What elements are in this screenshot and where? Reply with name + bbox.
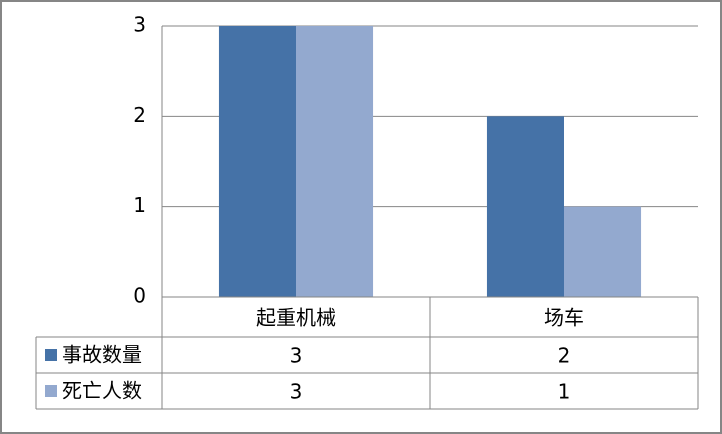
table-value: 2 <box>558 344 571 368</box>
legend-label: 事故数量 <box>62 343 142 367</box>
y-tick-label: 1 <box>133 193 146 217</box>
y-tick-label: 0 <box>133 284 146 308</box>
legend-label: 死亡人数 <box>62 379 142 403</box>
table-value: 3 <box>290 380 303 404</box>
bar <box>486 116 564 297</box>
y-tick-label: 3 <box>133 13 146 37</box>
legend-key <box>45 349 57 361</box>
y-tick-label: 2 <box>133 103 146 127</box>
bar <box>218 26 296 297</box>
bar <box>296 26 374 297</box>
x-tick-label: 起重机械 <box>256 306 336 330</box>
table-value: 1 <box>558 380 571 404</box>
legend-key <box>45 385 57 397</box>
bar <box>564 206 642 297</box>
table-value: 3 <box>290 344 303 368</box>
x-tick-label: 场车 <box>544 306 584 330</box>
